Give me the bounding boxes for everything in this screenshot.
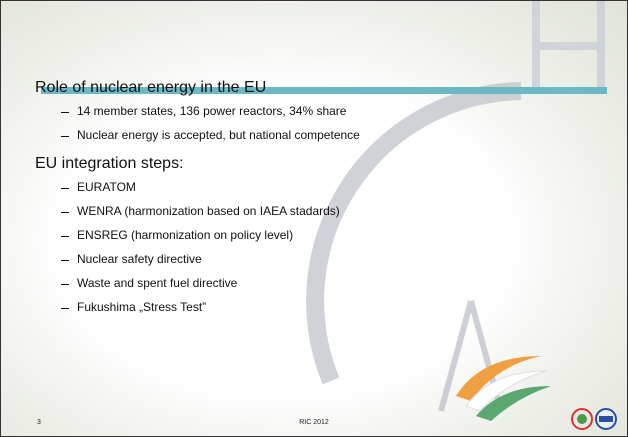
bullet-dash xyxy=(61,308,69,309)
section-heading: EU integration steps: xyxy=(35,155,184,173)
footer-text: RIC 2012 xyxy=(1,419,627,426)
bullet-item: Nuclear energy is accepted, but national… xyxy=(77,128,360,142)
section-heading: Role of nuclear energy in the EU xyxy=(35,79,266,97)
slide: Role of nuclear energy in the EU 14 membe… xyxy=(0,0,628,437)
bullet-item: Waste and spent fuel directive xyxy=(77,276,237,290)
bullet-dash xyxy=(61,260,69,261)
bullet-item: ENSREG (harmonization on policy level) xyxy=(77,228,293,242)
bullet-item: EURATOM xyxy=(77,180,136,194)
bullet-dash xyxy=(61,136,69,137)
bullet-item: Nuclear safety directive xyxy=(77,252,202,266)
bullet-dash xyxy=(61,188,69,189)
bullet-dash xyxy=(61,112,69,113)
bullet-dash xyxy=(61,236,69,237)
background-decoration xyxy=(1,1,627,436)
bullet-item: WENRA (harmonization based on IAEA stada… xyxy=(77,204,340,218)
bullet-dash xyxy=(61,284,69,285)
bullet-dash xyxy=(61,212,69,213)
bullet-item: Fukushima „Stress Test” xyxy=(77,300,206,314)
bullet-item: 14 member states, 136 power reactors, 34… xyxy=(77,104,346,118)
